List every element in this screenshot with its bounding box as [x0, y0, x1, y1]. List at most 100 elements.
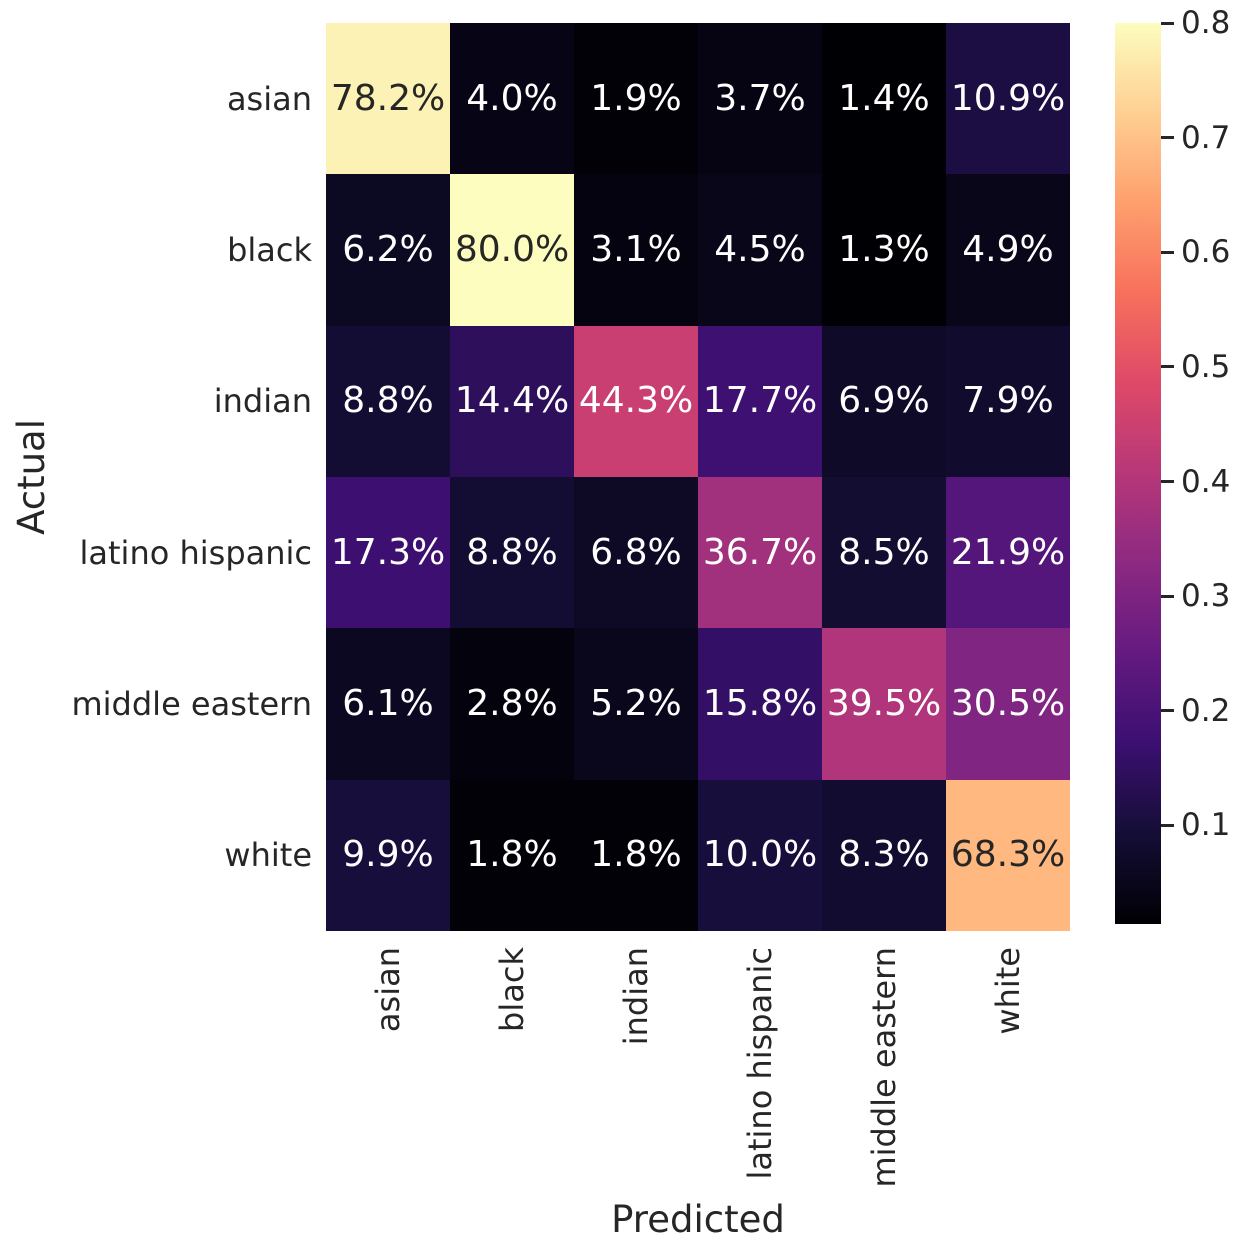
cell-value: 6.1%: [342, 682, 434, 724]
heatmap-cell-black-black: 80.0%: [450, 174, 574, 326]
heatmap-cell-white-indian: 1.8%: [574, 779, 698, 931]
cell-value: 1.9%: [590, 77, 682, 119]
cell-value: 39.5%: [826, 682, 942, 724]
cell-value: 1.8%: [466, 834, 558, 876]
colorbar-tick-label-0.6: 0.6: [1181, 234, 1231, 271]
heatmap-cell-indian-asian: 8.8%: [326, 325, 450, 477]
heatmap-cell-asian-indian: 1.9%: [574, 23, 698, 175]
heatmap-cell-black-asian: 6.2%: [326, 174, 450, 326]
colorbar-tick-mark: [1161, 709, 1174, 713]
cell-value: 2.8%: [466, 682, 558, 724]
heatmap-cell-latino-hispanic-black: 8.8%: [450, 476, 574, 629]
x-axis-title: Predicted: [611, 1198, 785, 1241]
cell-value: 30.5%: [950, 682, 1066, 724]
cell-value: 78.2%: [330, 77, 446, 119]
cell-value: 10.9%: [950, 77, 1066, 119]
colorbar-tick-label-0.1: 0.1: [1181, 807, 1231, 844]
colorbar-tick-label-0.5: 0.5: [1181, 348, 1231, 385]
heatmap-cell-middle-eastern-middle-eastern: 39.5%: [822, 628, 946, 780]
cell-value: 3.7%: [714, 77, 806, 119]
cell-value: 15.8%: [702, 682, 818, 724]
cell-value: 9.9%: [342, 834, 434, 876]
cell-value: 1.3%: [838, 228, 930, 270]
cell-value: 10.0%: [702, 834, 818, 876]
heatmap-cell-indian-white: 7.9%: [946, 325, 1070, 477]
x-axis-tick-labels: asian black indian latino hispanic middle ea…: [326, 947, 1070, 1188]
colorbar-gradient: [1115, 23, 1161, 924]
colorbar-tick-mark: [1161, 21, 1174, 25]
cell-value: 4.5%: [714, 228, 806, 270]
x-tick-label-latino-hispanic: latino hispanic: [741, 947, 779, 1180]
heatmap-cell-middle-eastern-indian: 5.2%: [574, 628, 698, 780]
y-tick-label-asian: asian: [226, 79, 312, 118]
heatmap-cell-middle-eastern-black: 2.8%: [450, 628, 574, 780]
colorbar-tick-mark: [1161, 823, 1174, 827]
x-tick-label-middle-eastern: middle eastern: [865, 947, 903, 1188]
cell-value: 1.8%: [590, 834, 682, 876]
cell-value: 8.3%: [838, 834, 930, 876]
cell-value: 44.3%: [578, 380, 694, 422]
x-tick-label-indian: indian: [617, 947, 655, 1046]
y-tick-label-middle-eastern: middle eastern: [71, 684, 312, 723]
colorbar-tick-mark: [1161, 365, 1174, 369]
heatmap-cell-asian-asian: 78.2%: [326, 23, 450, 175]
heatmap-cell-middle-eastern-white: 30.5%: [946, 628, 1070, 780]
cell-value: 6.2%: [342, 228, 434, 270]
heatmap-cell-latino-hispanic-latino-hispanic: 36.7%: [698, 476, 822, 629]
heatmap-cell-asian-latino-hispanic: 3.7%: [698, 23, 822, 175]
heatmap-cell-latino-hispanic-white: 21.9%: [946, 476, 1070, 629]
colorbar-tick-mark: [1161, 594, 1174, 598]
heatmap-cell-indian-middle-eastern: 6.9%: [822, 325, 946, 477]
heatmap-cell-middle-eastern-asian: 6.1%: [326, 628, 450, 780]
cell-value: 80.0%: [454, 228, 570, 270]
cell-value: 3.1%: [590, 228, 682, 270]
cell-value: 4.0%: [466, 77, 558, 119]
y-tick-label-white: white: [224, 836, 312, 875]
cell-value: 21.9%: [950, 531, 1066, 573]
colorbar-tick-label-0.3: 0.3: [1181, 578, 1231, 615]
x-tick-label-black: black: [493, 947, 531, 1032]
cell-value: 36.7%: [702, 531, 818, 573]
heatmap-cell-indian-black: 14.4%: [450, 325, 574, 477]
heatmap-cell-black-latino-hispanic: 4.5%: [698, 174, 822, 326]
y-tick-label-black: black: [227, 230, 312, 269]
colorbar-tick-label-0.8: 0.8: [1181, 5, 1231, 41]
heatmap-cell-black-white: 4.9%: [946, 174, 1070, 326]
cell-value: 8.8%: [466, 531, 558, 573]
heatmap-cell-asian-middle-eastern: 1.4%: [822, 23, 946, 175]
cell-value: 6.9%: [838, 380, 930, 422]
heatmap-cell-white-middle-eastern: 8.3%: [822, 779, 946, 931]
cell-value: 14.4%: [454, 380, 570, 422]
colorbar-tick-mark: [1161, 136, 1174, 140]
colorbar-tick-mark: [1161, 250, 1174, 254]
cell-value: 4.9%: [962, 228, 1054, 270]
heatmap-cell-asian-black: 4.0%: [450, 23, 574, 175]
colorbar-tick-mark: [1161, 480, 1174, 484]
colorbar: 0.8 0.7 0.6 0.5 0.4 0.3 0.2 0.1: [1115, 5, 1230, 924]
colorbar-tick-label-0.2: 0.2: [1181, 692, 1231, 729]
heatmap-cell-black-middle-eastern: 1.3%: [822, 174, 946, 326]
heatmap-cell-white-asian: 9.9%: [326, 779, 450, 931]
heatmap-cell-latino-hispanic-asian: 17.3%: [326, 476, 450, 629]
cell-value: 8.5%: [838, 531, 930, 573]
cell-value: 17.3%: [330, 531, 446, 573]
x-tick-label-white: white: [989, 947, 1027, 1035]
x-tick-label-asian: asian: [369, 947, 407, 1033]
cell-value: 6.8%: [590, 531, 682, 573]
cell-value: 1.4%: [838, 77, 930, 119]
cell-value: 7.9%: [962, 380, 1054, 422]
heatmap-cell-indian-latino-hispanic: 17.7%: [698, 325, 822, 477]
colorbar-tick-label-0.4: 0.4: [1181, 463, 1231, 500]
cell-value: 5.2%: [590, 682, 682, 724]
heatmap-cell-black-indian: 3.1%: [574, 174, 698, 326]
cell-value: 17.7%: [702, 380, 818, 422]
heatmap-cell-white-black: 1.8%: [450, 779, 574, 931]
y-tick-label-indian: indian: [213, 382, 312, 421]
cell-value: 68.3%: [950, 834, 1066, 876]
heatmap-cell-latino-hispanic-indian: 6.8%: [574, 476, 698, 629]
heatmap-cell-white-latino-hispanic: 10.0%: [698, 779, 822, 931]
heatmap-cell-asian-white: 10.9%: [946, 23, 1070, 175]
y-axis-tick-labels: asian black indian latino hispanic middle ea…: [0, 23, 312, 931]
heatmap-cell-middle-eastern-latino-hispanic: 15.8%: [698, 628, 822, 780]
